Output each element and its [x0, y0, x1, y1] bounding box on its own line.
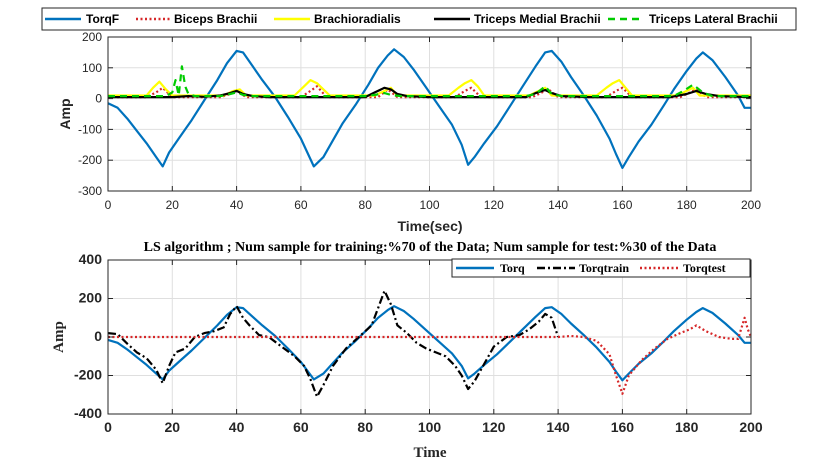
top-x-axis-label: Time(sec): [397, 218, 462, 234]
top-y-axis-label: Amp: [57, 98, 73, 129]
x-tick-label: 60: [293, 419, 309, 435]
legend-label-torqtest: Torqtest: [683, 261, 726, 275]
top-tick-labels: 0 20 40 60 80 100 120 140 160 180 200 -300 -200 -100 0…: [78, 30, 761, 212]
x-tick-label: 120: [484, 198, 504, 212]
legend-label-torqf: TorqF: [86, 12, 119, 26]
bottom-y-axis-label: Amp: [51, 321, 67, 353]
y-tick-label: 400: [79, 251, 103, 267]
bottom-series: [107, 289, 753, 398]
bottom-x-axis-label: Time: [413, 445, 446, 461]
y-tick-label: 0: [95, 92, 102, 106]
x-tick-label: 100: [418, 419, 442, 435]
top-series: [107, 48, 752, 169]
y-tick-label: -400: [74, 405, 102, 421]
bottom-chart-title: LS algorithm ; Num sample for training:%…: [144, 240, 717, 255]
top-axes: 0 20 40 60 80 100 120 140 160 180 200 -300 -200 -100 0…: [57, 30, 761, 234]
x-tick-label: 140: [546, 419, 570, 435]
x-tick-label: 160: [611, 419, 635, 435]
x-tick-label: 180: [677, 198, 697, 212]
x-tick-label: 140: [548, 198, 568, 212]
series-line-torqtest: [108, 316, 753, 395]
top-legend: TorqF Biceps Brachii Brachioradialis Tricep…: [41, 7, 797, 31]
y-tick-label: -100: [78, 122, 102, 136]
bottom-legend: Torq Torqtrain Torqtest: [451, 258, 751, 278]
legend-label-torq: Torq: [500, 261, 525, 275]
x-tick-label: 180: [675, 419, 699, 435]
legend-label-torqtrain: Torqtrain: [579, 261, 629, 275]
x-tick-label: 40: [229, 419, 245, 435]
bottom-legend-box: [451, 258, 751, 278]
y-tick-label: -300: [78, 184, 102, 198]
legend-label-triceps-medial-brachii: Triceps Medial Brachii: [474, 12, 601, 26]
y-tick-label: -200: [78, 153, 102, 167]
top-legend-box: [41, 7, 797, 31]
x-tick-label: 160: [612, 198, 632, 212]
legend-label-brachioradialis: Brachioradialis: [314, 12, 401, 26]
x-tick-label: 20: [165, 419, 181, 435]
y-tick-label: 0: [94, 328, 102, 344]
x-tick-label: 80: [359, 198, 373, 212]
x-tick-label: 0: [104, 419, 112, 435]
legend-label-triceps-lateral-brachii: Triceps Lateral Brachii: [649, 12, 778, 26]
x-tick-label: 40: [230, 198, 244, 212]
y-tick-label: 200: [82, 30, 102, 44]
x-tick-label: 20: [166, 198, 180, 212]
x-tick-label: 60: [294, 198, 308, 212]
legend-label-biceps-brachii: Biceps Brachii: [174, 12, 257, 26]
x-tick-label: 120: [482, 419, 506, 435]
series-line-torqtrain: [107, 289, 560, 398]
x-tick-label: 80: [357, 419, 373, 435]
x-tick-label: 100: [419, 198, 439, 212]
x-tick-label: 200: [741, 198, 761, 212]
bottom-axes: LS algorithm ; Num sample for training:%…: [51, 240, 763, 461]
x-tick-label: 200: [739, 419, 763, 435]
y-tick-label: 200: [79, 290, 103, 306]
y-tick-label: 100: [82, 61, 102, 75]
x-tick-label: 0: [105, 198, 112, 212]
y-tick-label: -200: [74, 367, 102, 383]
series-line-triceps-lateral-brachii: [108, 65, 751, 98]
